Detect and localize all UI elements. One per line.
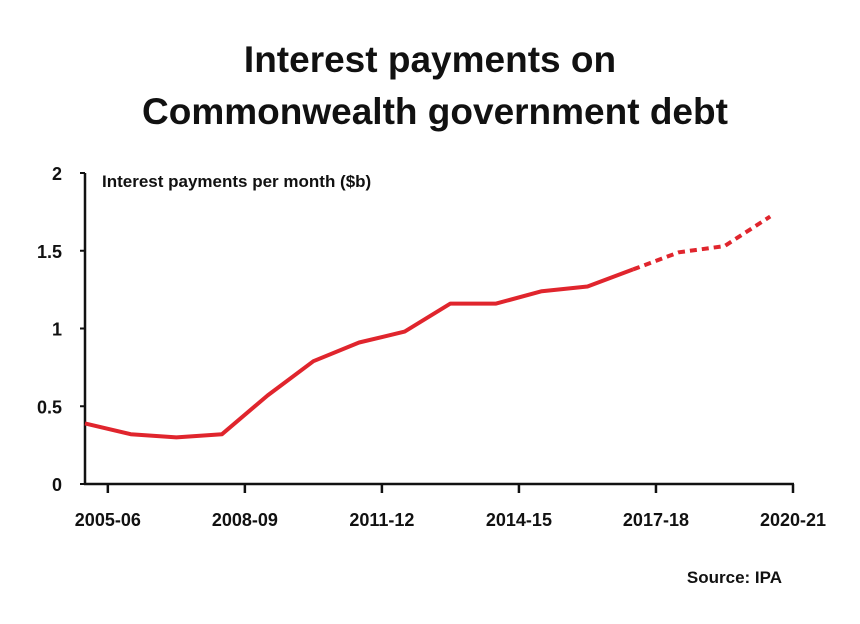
y-tick-label: 1 xyxy=(52,320,62,340)
x-tick-label: 2014-15 xyxy=(486,510,552,530)
data-line xyxy=(632,214,772,272)
source: Source: IPA xyxy=(687,568,782,587)
y-axis-label: Interest payments per month ($b) xyxy=(102,172,371,191)
x-tick-label: 2005-06 xyxy=(75,510,141,530)
data-line xyxy=(84,267,634,440)
y-tick-label: 1.5 xyxy=(37,242,62,262)
chart-title: Commonwealth government debt xyxy=(142,91,728,132)
x-tick-label: 2011-12 xyxy=(349,510,414,530)
y-tick-label: 0.5 xyxy=(37,397,62,417)
x-tick-label: 2020-21 xyxy=(760,510,826,530)
y-tick-label: 0 xyxy=(52,475,62,495)
y-tick-label: 2 xyxy=(52,164,62,184)
chart-title: Interest payments on xyxy=(244,39,616,80)
x-tick-label: 2008-09 xyxy=(212,510,278,530)
x-tick-label: 2017-18 xyxy=(623,510,689,530)
